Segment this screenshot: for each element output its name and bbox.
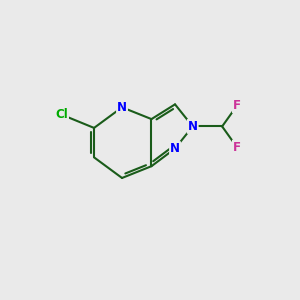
Text: F: F xyxy=(233,141,241,154)
Text: N: N xyxy=(188,120,198,133)
Text: N: N xyxy=(117,101,127,114)
Text: F: F xyxy=(233,99,241,112)
Text: N: N xyxy=(170,142,180,155)
Text: Cl: Cl xyxy=(55,108,68,121)
